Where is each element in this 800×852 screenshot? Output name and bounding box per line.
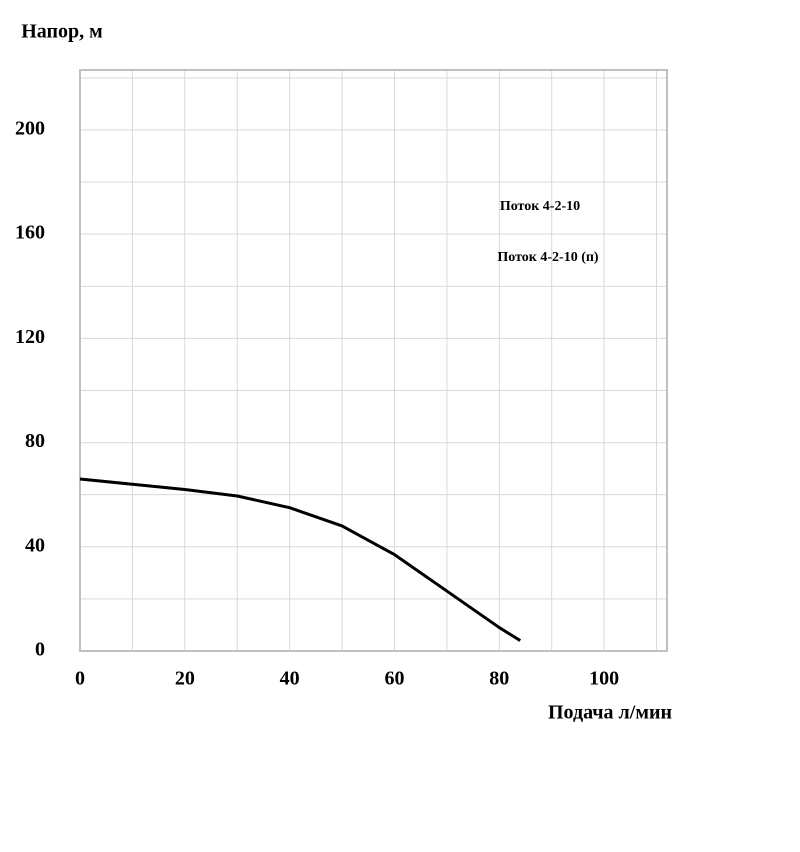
y-tick-label: 40 [25, 534, 45, 556]
x-tick-label: 40 [280, 668, 300, 690]
x-tick-label: 20 [175, 668, 195, 690]
y-tick-label: 0 [35, 639, 45, 661]
x-tick-label: 0 [75, 668, 85, 690]
data-line [79, 477, 522, 642]
x-tick-label: 80 [489, 668, 509, 690]
plot-frame [79, 69, 668, 652]
x-axis-label: Подача л/мин [548, 702, 672, 724]
y-tick-label: 120 [15, 326, 45, 348]
y-tick-label: 200 [15, 118, 45, 140]
x-tick-label: 100 [589, 668, 619, 690]
legend-entry: Поток 4-2-10 (п) [497, 250, 599, 265]
legend-entry: Поток 4-2-10 [500, 199, 580, 214]
x-tick-label: 60 [384, 668, 404, 690]
y-axis-label: Напор, м [21, 21, 103, 43]
y-tick-label: 80 [25, 430, 45, 452]
y-tick-label: 160 [15, 222, 45, 244]
